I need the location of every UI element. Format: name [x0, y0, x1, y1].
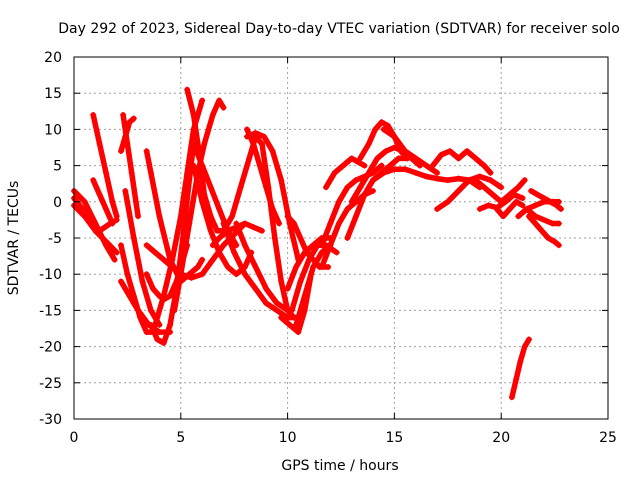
x-tick-label: 20 [492, 430, 510, 446]
series-track-39 [429, 148, 494, 176]
y-tick-label: 10 [44, 122, 62, 138]
series-track-5 [90, 177, 116, 227]
x-tick-label: 10 [279, 430, 297, 446]
series-trace [434, 173, 504, 212]
y-tick-label: -15 [39, 303, 62, 319]
series-trace [528, 188, 564, 212]
series-trace [118, 278, 173, 335]
series-track-24 [233, 220, 291, 314]
series-track-7 [120, 111, 142, 220]
series-trace [244, 126, 282, 227]
y-tick-label: -5 [48, 231, 62, 247]
series-trace [494, 199, 526, 220]
series-track-4 [90, 111, 120, 220]
axis-ticks: 0 5 10 15 20 25 -30 -25 -20 -15 -10 -5 0 5 10 15 20 [39, 50, 617, 446]
series-trace [477, 191, 526, 212]
y-tick-label: 5 [53, 159, 62, 175]
series-track-48 [525, 213, 562, 249]
series-trace [526, 213, 562, 248]
y-tick-label: 0 [53, 195, 62, 211]
chart-title: Day 292 of 2023, Sidereal Day-to-day VTE… [58, 21, 620, 37]
series-track-17 [143, 220, 248, 281]
series-trace [370, 166, 430, 183]
series-track-44 [508, 336, 532, 401]
y-tick-label: -20 [39, 340, 62, 356]
series-trace [220, 220, 299, 321]
series-track-36 [380, 126, 441, 176]
data-markers [71, 86, 565, 401]
series-track-10 [122, 187, 163, 328]
series-trace [380, 126, 440, 176]
y-tick-label: -10 [39, 267, 62, 283]
x-tick-label: 25 [599, 430, 617, 446]
series-track-42 [476, 191, 526, 213]
y-tick-label: 20 [44, 50, 62, 66]
series-trace [509, 336, 532, 401]
x-axis-label: GPS time / hours [281, 458, 398, 474]
series-track-43 [493, 198, 526, 220]
series-track-21 [244, 126, 283, 227]
series-trace [293, 242, 334, 328]
series-trace [90, 177, 116, 227]
series-trace [71, 202, 120, 256]
y-axis-label: SDTVAR / TECUs [6, 181, 22, 296]
grid [74, 57, 608, 419]
series-trace [244, 130, 302, 263]
series-trace [323, 155, 368, 191]
series-trace [515, 206, 562, 227]
series-trace [220, 133, 297, 321]
y-tick-label: 15 [44, 86, 62, 102]
x-tick-label: 15 [385, 430, 403, 446]
series-trace [120, 112, 141, 220]
series-trace [430, 148, 494, 176]
series-trace [122, 188, 163, 328]
series-trace [143, 220, 248, 281]
series-trace [184, 86, 227, 234]
y-tick-label: -30 [39, 412, 62, 428]
x-tick-label: 0 [70, 430, 79, 446]
x-tick-label: 5 [176, 430, 185, 446]
y-tick-label: -25 [39, 376, 62, 392]
series-track-47 [528, 187, 565, 213]
series-track-40 [434, 173, 505, 213]
series-trace [90, 112, 120, 220]
series-trace [233, 220, 291, 314]
